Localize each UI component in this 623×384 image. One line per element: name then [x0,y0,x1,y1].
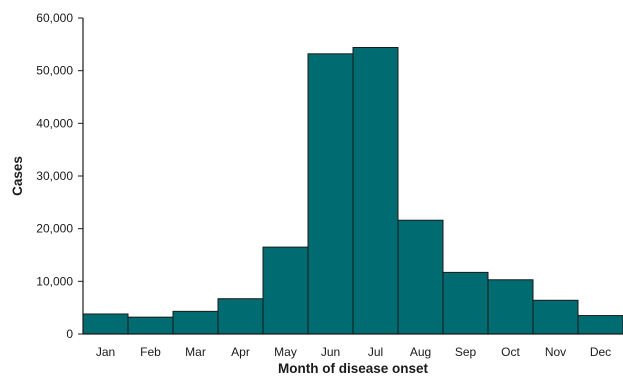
x-tick-label-jul: Jul [368,345,383,359]
x-tick-label-sep: Sep [455,345,477,359]
bar-oct [487,279,534,335]
bar-nov [532,299,579,335]
x-tick-label-dec: Dec [590,345,611,359]
x-tick-label-jun: Jun [321,345,340,359]
y-tick-label: 50,000 [36,64,73,78]
x-axis-title: Month of disease onset [278,361,429,376]
x-tick-label-oct: Oct [501,345,520,359]
x-tick-label-feb: Feb [140,345,161,359]
y-tick-label: 0 [66,327,73,341]
bar-jan [82,313,129,335]
bar-sep [442,271,489,335]
y-tick-label: 60,000 [36,11,73,25]
x-tick-label-may: May [274,345,297,359]
x-tick-label-aug: Aug [410,345,431,359]
bar-mar [172,310,219,335]
x-tick-label-mar: Mar [185,345,206,359]
y-axis-title: Cases [10,156,25,196]
x-tick-label-jan: Jan [96,345,115,359]
y-tick-label: 30,000 [36,169,73,183]
y-tick-label: 20,000 [36,222,73,236]
bar-apr [217,298,264,335]
x-tick-label-apr: Apr [231,345,250,359]
bar-feb [127,316,174,335]
bar-dec [577,315,623,335]
bar-jul [352,46,399,335]
y-tick-label: 40,000 [36,116,73,130]
y-tick-label: 10,000 [36,274,73,288]
bar-jun [307,53,354,335]
x-tick-label-nov: Nov [545,345,566,359]
bar-may [262,246,309,335]
bar-aug [397,219,444,335]
